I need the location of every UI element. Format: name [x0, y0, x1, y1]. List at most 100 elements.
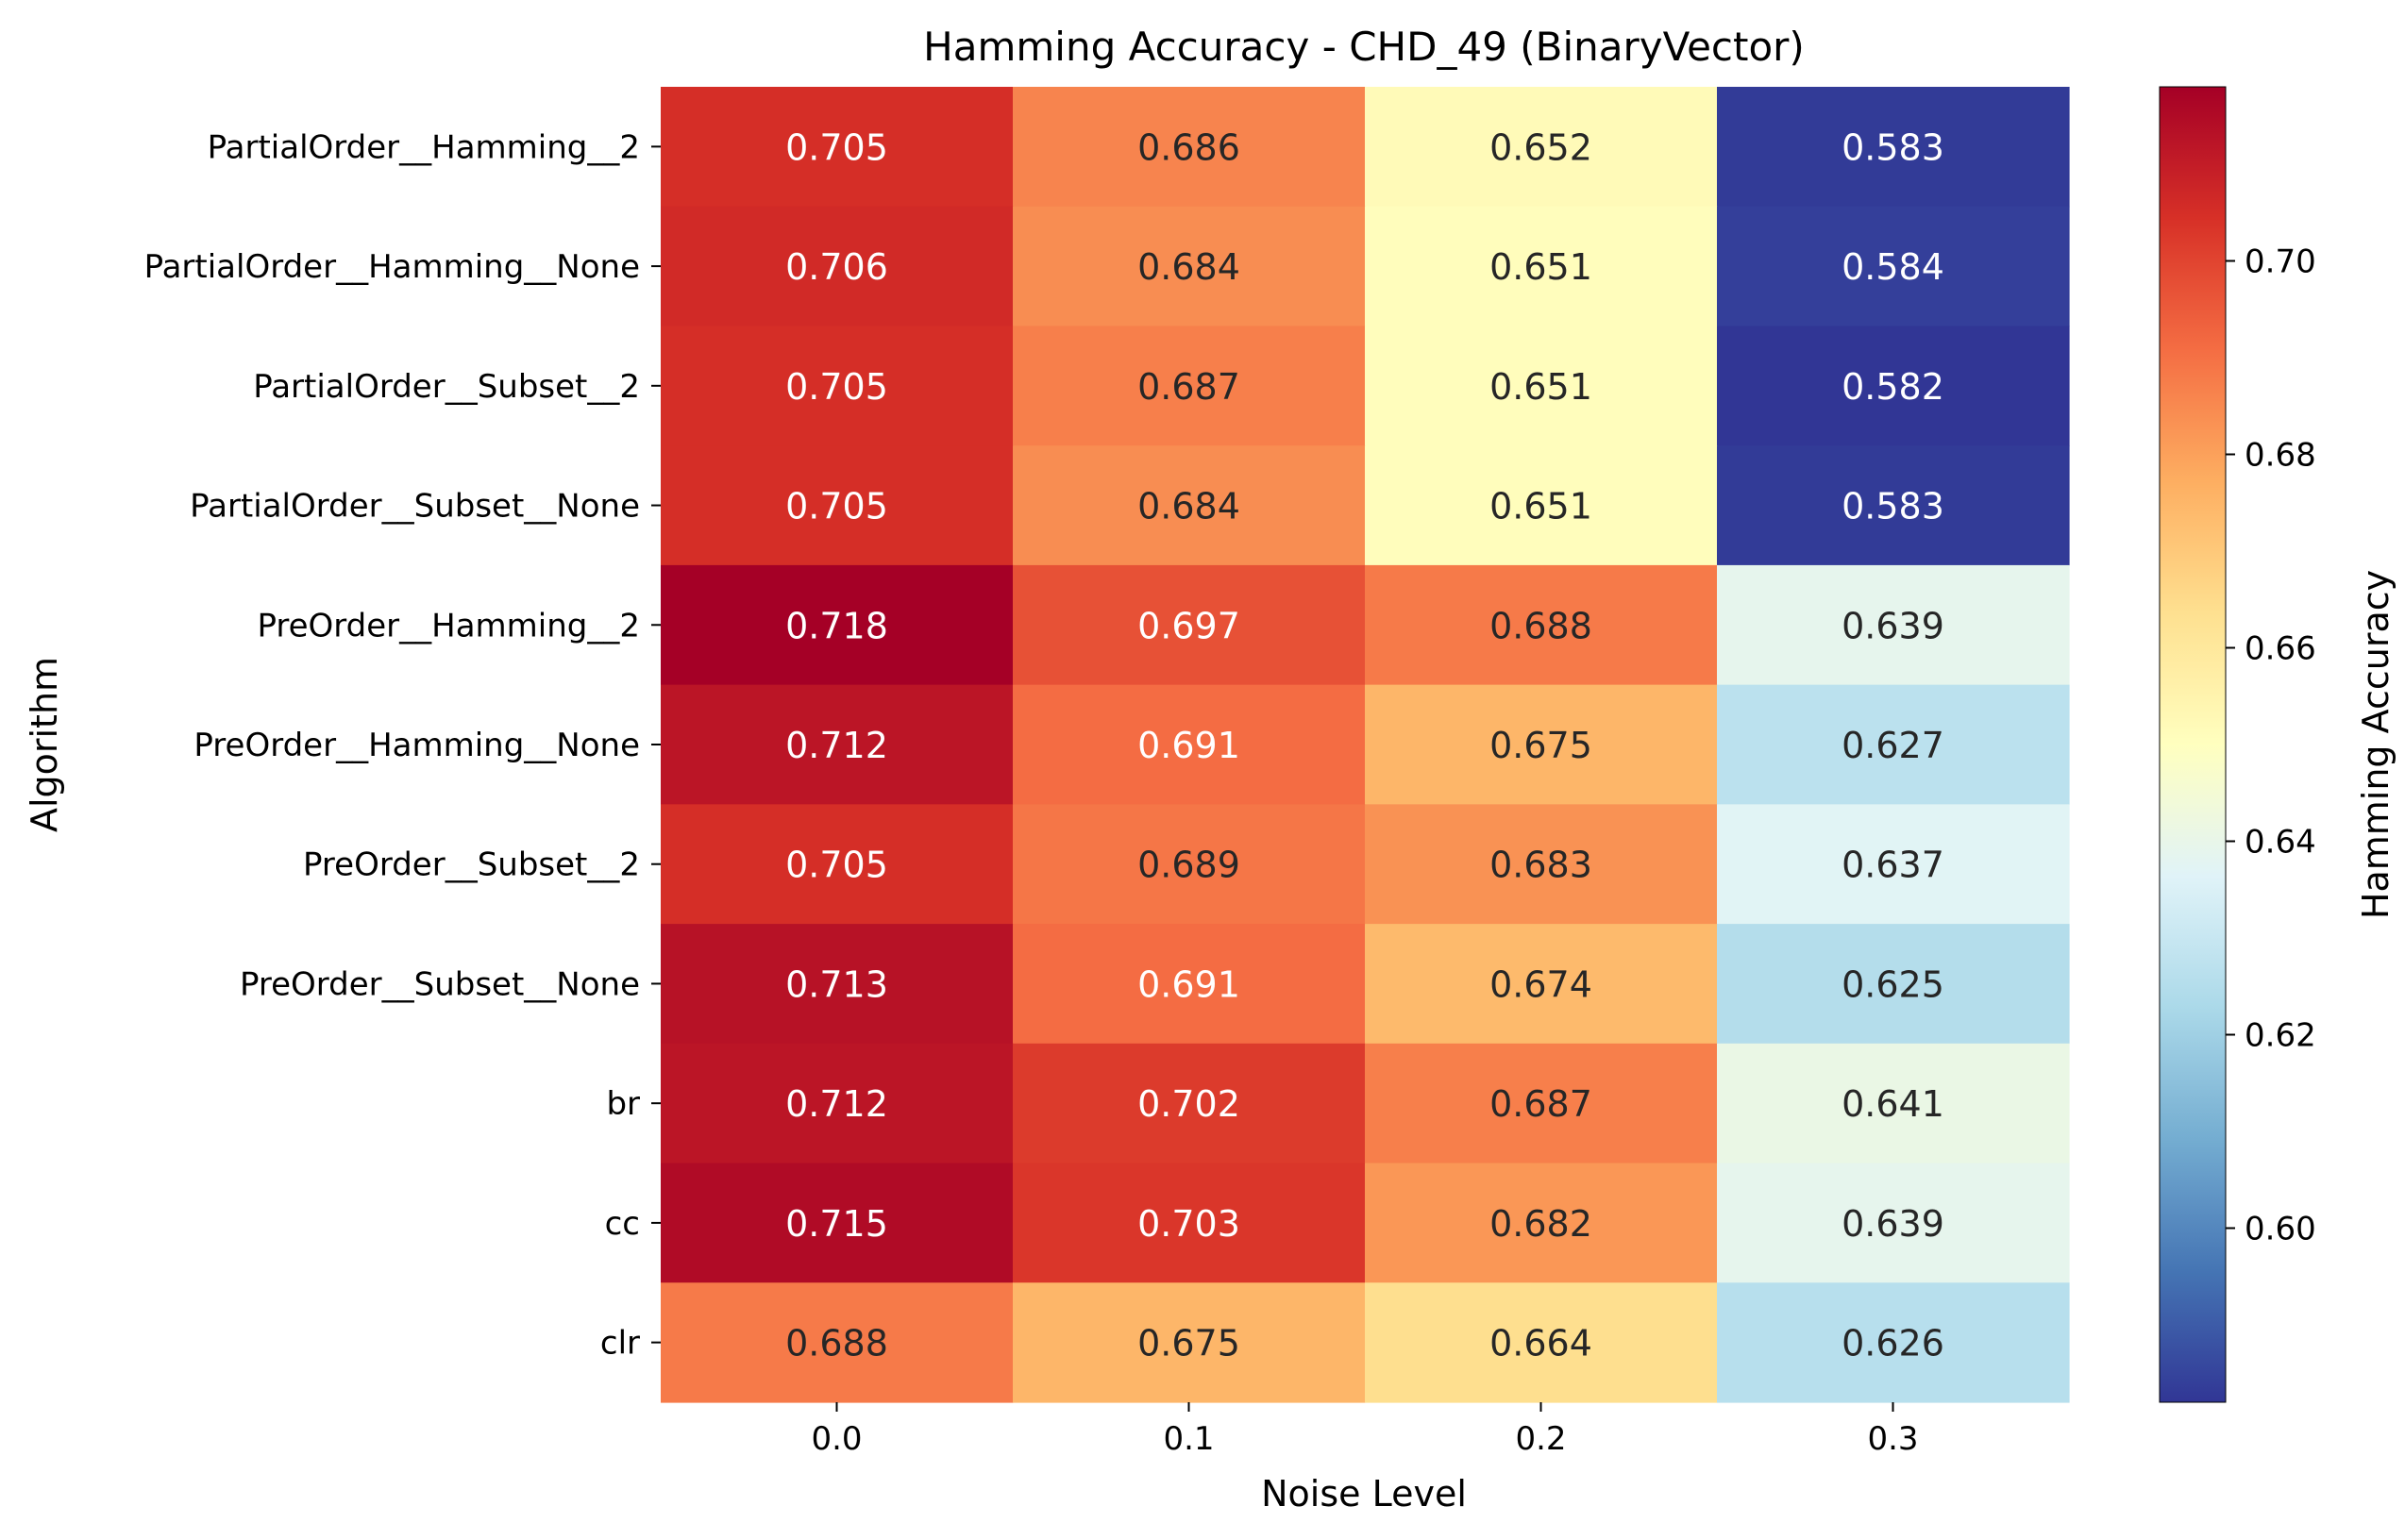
y-tick-label: PartialOrder__Hamming__None	[144, 248, 640, 286]
heatmap-cell	[1365, 684, 1718, 805]
heatmap-cell	[661, 1043, 1014, 1164]
x-axis-label: Noise Level	[1261, 1473, 1467, 1515]
y-tick-label: PreOrder__Subset__None	[240, 965, 640, 1003]
y-tick-label: PartialOrder__Subset__None	[190, 488, 640, 526]
x-tick-label: 0.1	[1163, 1420, 1214, 1458]
heatmap-cell	[661, 206, 1014, 327]
heatmap-cell	[1013, 804, 1366, 925]
colorbar-tick-label: 0.64	[2245, 824, 2316, 862]
cell-value-label: 0.703	[1137, 1203, 1240, 1245]
cell-value-label: 0.583	[1842, 126, 1944, 168]
colorbar-tick-label: 0.62	[2245, 1017, 2316, 1055]
heatmap-cell	[1717, 1043, 2070, 1164]
cell-value-label: 0.682	[1489, 1203, 1592, 1245]
cell-value-label: 0.639	[1842, 1203, 1944, 1245]
cell-value-label: 0.687	[1489, 1083, 1592, 1125]
colorbar-gradient	[2160, 87, 2226, 1402]
y-tick-label: PreOrder__Subset__2	[303, 846, 640, 884]
heatmap-cell	[1717, 87, 2070, 208]
y-axis-label: Algorithm	[24, 657, 65, 832]
y-tick-label: PartialOrder__Subset__2	[253, 368, 640, 406]
heatmap-cell	[661, 1163, 1014, 1283]
heatmap-cell	[1365, 1282, 1718, 1403]
chart-title: Hamming Accuracy - CHD_49 (BinaryVector)	[923, 24, 1805, 70]
cell-value-label: 0.713	[785, 963, 888, 1005]
cell-value-label: 0.664	[1489, 1323, 1592, 1364]
heatmap-cell	[1365, 445, 1718, 566]
colorbar-tick-label: 0.60	[2245, 1211, 2316, 1248]
cell-value-label: 0.691	[1137, 725, 1240, 766]
heatmap-cell	[1365, 326, 1718, 446]
heatmap-cell	[661, 326, 1014, 446]
heatmap-cell	[1013, 445, 1366, 566]
colorbar-tick-label: 0.68	[2245, 437, 2316, 475]
heatmap-cell	[1717, 804, 2070, 925]
cell-value-label: 0.583	[1842, 486, 1944, 527]
heatmap-cell	[1717, 326, 2070, 446]
cell-value-label: 0.715	[785, 1203, 888, 1245]
heatmap-cell	[1717, 1163, 2070, 1283]
heatmap-cell	[661, 924, 1014, 1045]
colorbar-label: Hamming Accuracy	[2355, 570, 2397, 919]
cell-value-label: 0.675	[1137, 1323, 1240, 1364]
cell-value-label: 0.689	[1137, 845, 1240, 886]
heatmap-cell	[1013, 206, 1366, 327]
y-tick-label: PreOrder__Hamming__None	[193, 727, 640, 764]
cell-value-label: 0.651	[1489, 366, 1592, 408]
cell-value-label: 0.705	[785, 486, 888, 527]
heatmap-cell	[1717, 924, 2070, 1045]
cell-value-label: 0.626	[1842, 1323, 1944, 1364]
cell-value-label: 0.683	[1489, 845, 1592, 886]
cell-value-label: 0.652	[1489, 126, 1592, 168]
heatmap-cell	[1717, 564, 2070, 686]
cell-value-label: 0.706	[785, 246, 888, 288]
cell-value-label: 0.688	[1489, 605, 1592, 646]
cell-value-label: 0.651	[1489, 246, 1592, 288]
cell-value-label: 0.651	[1489, 486, 1592, 527]
cell-value-label: 0.639	[1842, 605, 1944, 646]
heatmap-cell	[1013, 684, 1366, 805]
cell-value-label: 0.712	[785, 1083, 888, 1125]
y-tick-label: cc	[605, 1205, 640, 1243]
cell-value-label: 0.686	[1137, 126, 1240, 168]
heatmap-cell	[661, 684, 1014, 805]
heatmap-cell	[1365, 206, 1718, 327]
cell-value-label: 0.702	[1137, 1083, 1240, 1125]
heatmap-cell	[1365, 804, 1718, 925]
heatmap-cell	[1717, 445, 2070, 566]
cell-value-label: 0.705	[785, 126, 888, 168]
heatmap-cell	[661, 804, 1014, 925]
y-tick-label: PartialOrder__Hamming__2	[208, 128, 640, 166]
cell-value-label: 0.637	[1842, 845, 1944, 886]
heatmap-cell	[1013, 326, 1366, 446]
heatmap-cell	[661, 445, 1014, 566]
heatmap-cell	[1717, 206, 2070, 327]
heatmap-cell	[1365, 564, 1718, 686]
heatmap-cell	[1717, 684, 2070, 805]
heatmap-cell	[1365, 87, 1718, 208]
heatmap-cell	[1013, 924, 1366, 1045]
heatmap-cell	[1013, 1282, 1366, 1403]
colorbar-frame	[2159, 86, 2227, 1403]
heatmap-cell	[661, 564, 1014, 686]
heatmap-cell	[661, 87, 1014, 208]
cell-value-label: 0.705	[785, 845, 888, 886]
cell-value-label: 0.674	[1489, 963, 1592, 1005]
heatmap-cell	[1365, 924, 1718, 1045]
cell-value-label: 0.584	[1842, 246, 1944, 288]
heatmap-cell	[1013, 1163, 1366, 1283]
heatmap-cells: 0.705 0.686 0.652 0.583 0.706 0.684 0.651 0.584…	[661, 87, 2070, 1403]
cell-value-label: 0.582	[1842, 366, 1944, 408]
heatmap-cell	[1365, 1163, 1718, 1283]
cell-value-label: 0.684	[1137, 486, 1240, 527]
cell-value-label: 0.691	[1137, 963, 1240, 1005]
cell-value-label: 0.688	[785, 1323, 888, 1364]
colorbar-tick-label: 0.66	[2245, 630, 2316, 668]
x-tick-label: 0.3	[1867, 1420, 1918, 1458]
cell-value-label: 0.675	[1489, 725, 1592, 766]
cell-value-label: 0.684	[1137, 246, 1240, 288]
cell-value-label: 0.687	[1137, 366, 1240, 408]
heatmap-cell	[1365, 1043, 1718, 1164]
colorbar: 0.60 0.62 0.64 0.66 0.68 0.70	[2159, 86, 2316, 1403]
